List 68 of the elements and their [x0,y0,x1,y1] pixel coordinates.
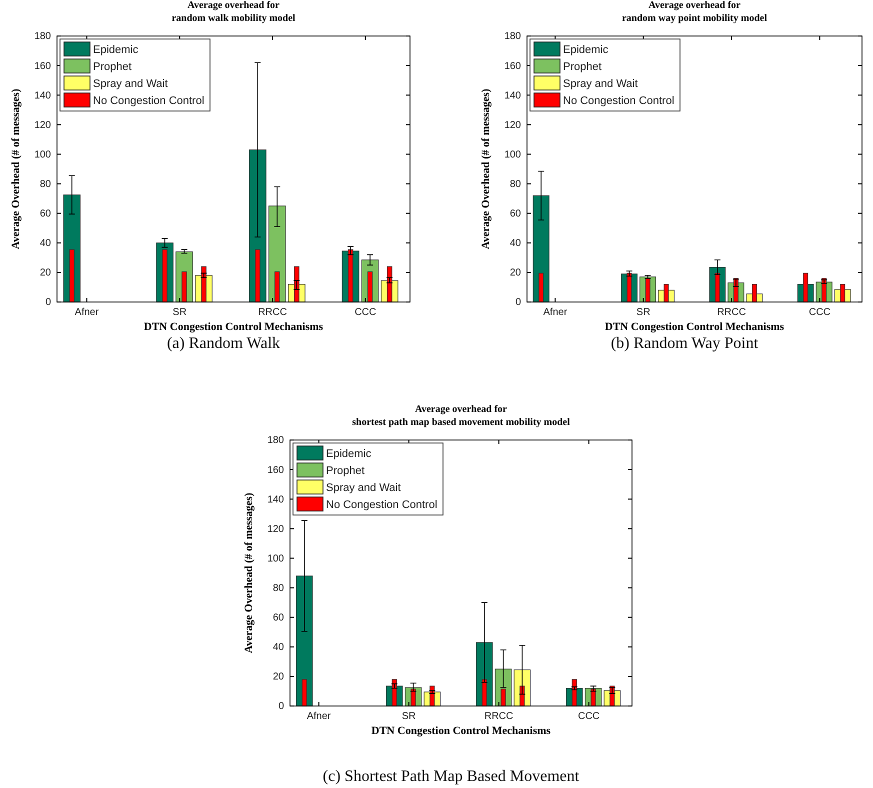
bar [296,576,313,706]
legend-label: Spray and Wait [93,78,168,90]
x-tick-label: RRCC [484,711,514,722]
y-tick-label: 120 [34,120,52,131]
legend-label: Spray and Wait [563,78,638,90]
legend-label: Epidemic [326,448,372,460]
chart-title: Average overhead for shortest path map based movement mobility model [352,404,570,428]
y-tick-label: 80 [272,582,284,594]
y-tick-label: 180 [504,31,522,42]
y-tick-label: 0 [515,297,522,308]
y-tick-label: 180 [34,31,52,42]
y-tick-label: 0 [278,701,284,712]
x-axis-title: DTN Congestion Control Mechanisms [604,321,785,333]
x-tick-label: SR [636,307,650,318]
x-tick-label: CCC [808,307,831,318]
x-tick-label: SR [402,711,416,722]
y-tick-label: 60 [40,208,52,220]
x-axis-title: DTN Congestion Control Mechanisms [371,725,552,737]
y-axis-title: Average Overhead (# of messages) [480,88,492,250]
y-tick-label: 40 [272,642,284,654]
y-tick-label: 0 [45,297,52,308]
x-tick-label: Afner [543,307,568,318]
chart-title: Average overhead for random walk mobility model [172,0,296,24]
y-tick-label: 100 [267,553,284,564]
legend-label: Prophet [93,61,132,73]
y-tick-label: 140 [267,494,284,506]
legend-label: No Congestion Control [326,499,438,511]
legend-label: Prophet [563,61,602,73]
x-axis-title: DTN Congestion Control Mechanisms [144,321,324,333]
x-tick-label: CCC [354,307,376,318]
x-tick-label: RRCC [717,307,746,318]
y-tick-label: 160 [504,60,522,72]
y-tick-label: 140 [34,90,52,102]
y-tick-label: 100 [34,149,52,160]
x-tick-label: RRCC [258,307,287,318]
text: (a) Random Walk [166,335,280,352]
y-tick-label: 180 [267,435,284,446]
y-axis-title: Average Overhead (# of messages) [243,492,255,654]
bar [532,195,550,302]
y-tick-label: 160 [34,60,52,72]
y-tick-label: 160 [267,464,284,476]
y-tick-label: 20 [40,268,52,279]
x-tick-label: Afner [306,711,332,722]
y-axis-title: Average Overhead (# of messages) [10,88,22,250]
text: (b) Random Way Point [610,335,759,352]
y-tick-label: 60 [510,208,522,220]
legend-label: No Congestion Control [563,95,674,107]
x-tick-label: SR [172,307,187,318]
legend-label: No Congestion Control [93,95,204,107]
y-tick-label: 100 [504,149,522,160]
y-tick-label: 20 [510,268,522,279]
legend-label: Epidemic [93,44,139,56]
y-tick-label: 120 [267,524,284,535]
legend-label: Spray and Wait [326,482,401,494]
y-tick-label: 20 [272,672,284,683]
text: (c) Shortest Path Map Based Movement [322,768,580,785]
y-tick-label: 40 [40,238,52,250]
legend-label: Epidemic [563,44,609,56]
y-tick-label: 120 [504,120,522,131]
x-tick-label: CCC [578,711,600,722]
y-tick-label: 140 [504,90,522,102]
chart-title: Average overhead for random way point mobility model [622,0,768,24]
y-tick-label: 40 [510,238,522,250]
y-tick-label: 80 [510,178,522,190]
y-tick-label: 80 [40,178,52,190]
x-tick-label: Afner [74,307,100,318]
y-tick-label: 60 [272,612,284,624]
legend-label: Prophet [326,465,365,477]
